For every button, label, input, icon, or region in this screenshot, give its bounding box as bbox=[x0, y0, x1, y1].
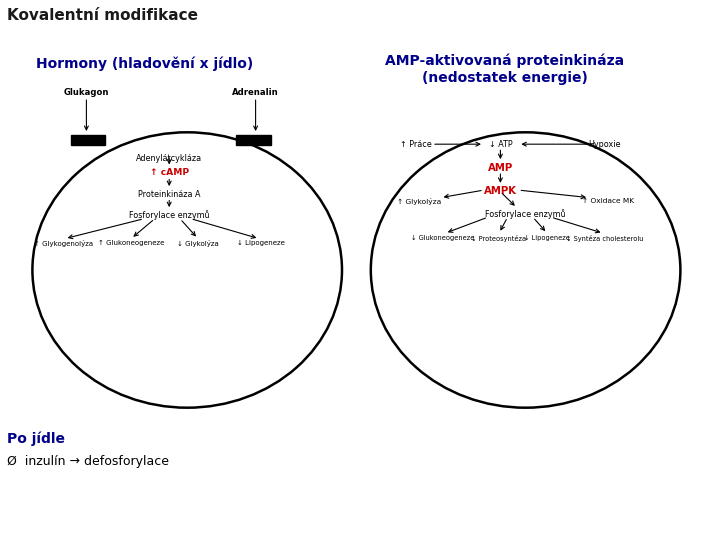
Text: Fosforylace enzymů: Fosforylace enzymů bbox=[129, 211, 210, 220]
Text: ↓ Proteosyntéza: ↓ Proteosyntéza bbox=[471, 235, 526, 242]
Text: Ø  inzulín → defosforylace: Ø inzulín → defosforylace bbox=[7, 455, 169, 468]
Text: ↓ Syntéza cholesterolu: ↓ Syntéza cholesterolu bbox=[566, 235, 644, 242]
Text: ↓ Lipogeneze: ↓ Lipogeneze bbox=[524, 235, 570, 241]
Text: ↑ Práce: ↑ Práce bbox=[400, 140, 431, 150]
Text: Hormony (hladovění x jídlo): Hormony (hladovění x jídlo) bbox=[36, 57, 253, 71]
Text: AMP-aktivovaná proteinkináza
(nedostatek energie): AMP-aktivovaná proteinkináza (nedostatek… bbox=[385, 54, 624, 85]
Text: Adenylátcykláza: Adenylátcykláza bbox=[136, 154, 202, 163]
Text: ↑ Glykogenolýza: ↑ Glykogenolýza bbox=[34, 240, 93, 247]
FancyBboxPatch shape bbox=[71, 135, 105, 145]
Text: Proteinkináza A: Proteinkináza A bbox=[138, 190, 200, 199]
Text: Po jídle: Po jídle bbox=[7, 432, 66, 447]
Text: AMPK: AMPK bbox=[484, 186, 517, 197]
Text: Glukagon: Glukagon bbox=[63, 88, 109, 97]
Text: ↑ cAMP: ↑ cAMP bbox=[150, 168, 189, 178]
Text: ↓ Lipogeneze: ↓ Lipogeneze bbox=[237, 240, 284, 246]
Text: ↓ Glukoneogeneze: ↓ Glukoneogeneze bbox=[411, 235, 474, 241]
Text: Adrenalin: Adrenalin bbox=[233, 88, 279, 97]
Text: ↑ Oxidace MK: ↑ Oxidace MK bbox=[582, 198, 634, 204]
FancyBboxPatch shape bbox=[236, 135, 271, 145]
Text: AMP: AMP bbox=[487, 163, 513, 173]
Text: Fosforylace enzymů: Fosforylace enzymů bbox=[485, 210, 566, 219]
Text: ↑ Glykolýza: ↑ Glykolýza bbox=[397, 198, 441, 205]
Text: Kovalentní modifikace: Kovalentní modifikace bbox=[7, 8, 198, 23]
Text: Hypoxie: Hypoxie bbox=[588, 140, 621, 150]
Text: ↓ Glykolýza: ↓ Glykolýza bbox=[177, 240, 219, 247]
Text: ↑ Glukoneogeneze: ↑ Glukoneogeneze bbox=[98, 240, 164, 246]
Text: ↓ ATP: ↓ ATP bbox=[489, 140, 512, 150]
